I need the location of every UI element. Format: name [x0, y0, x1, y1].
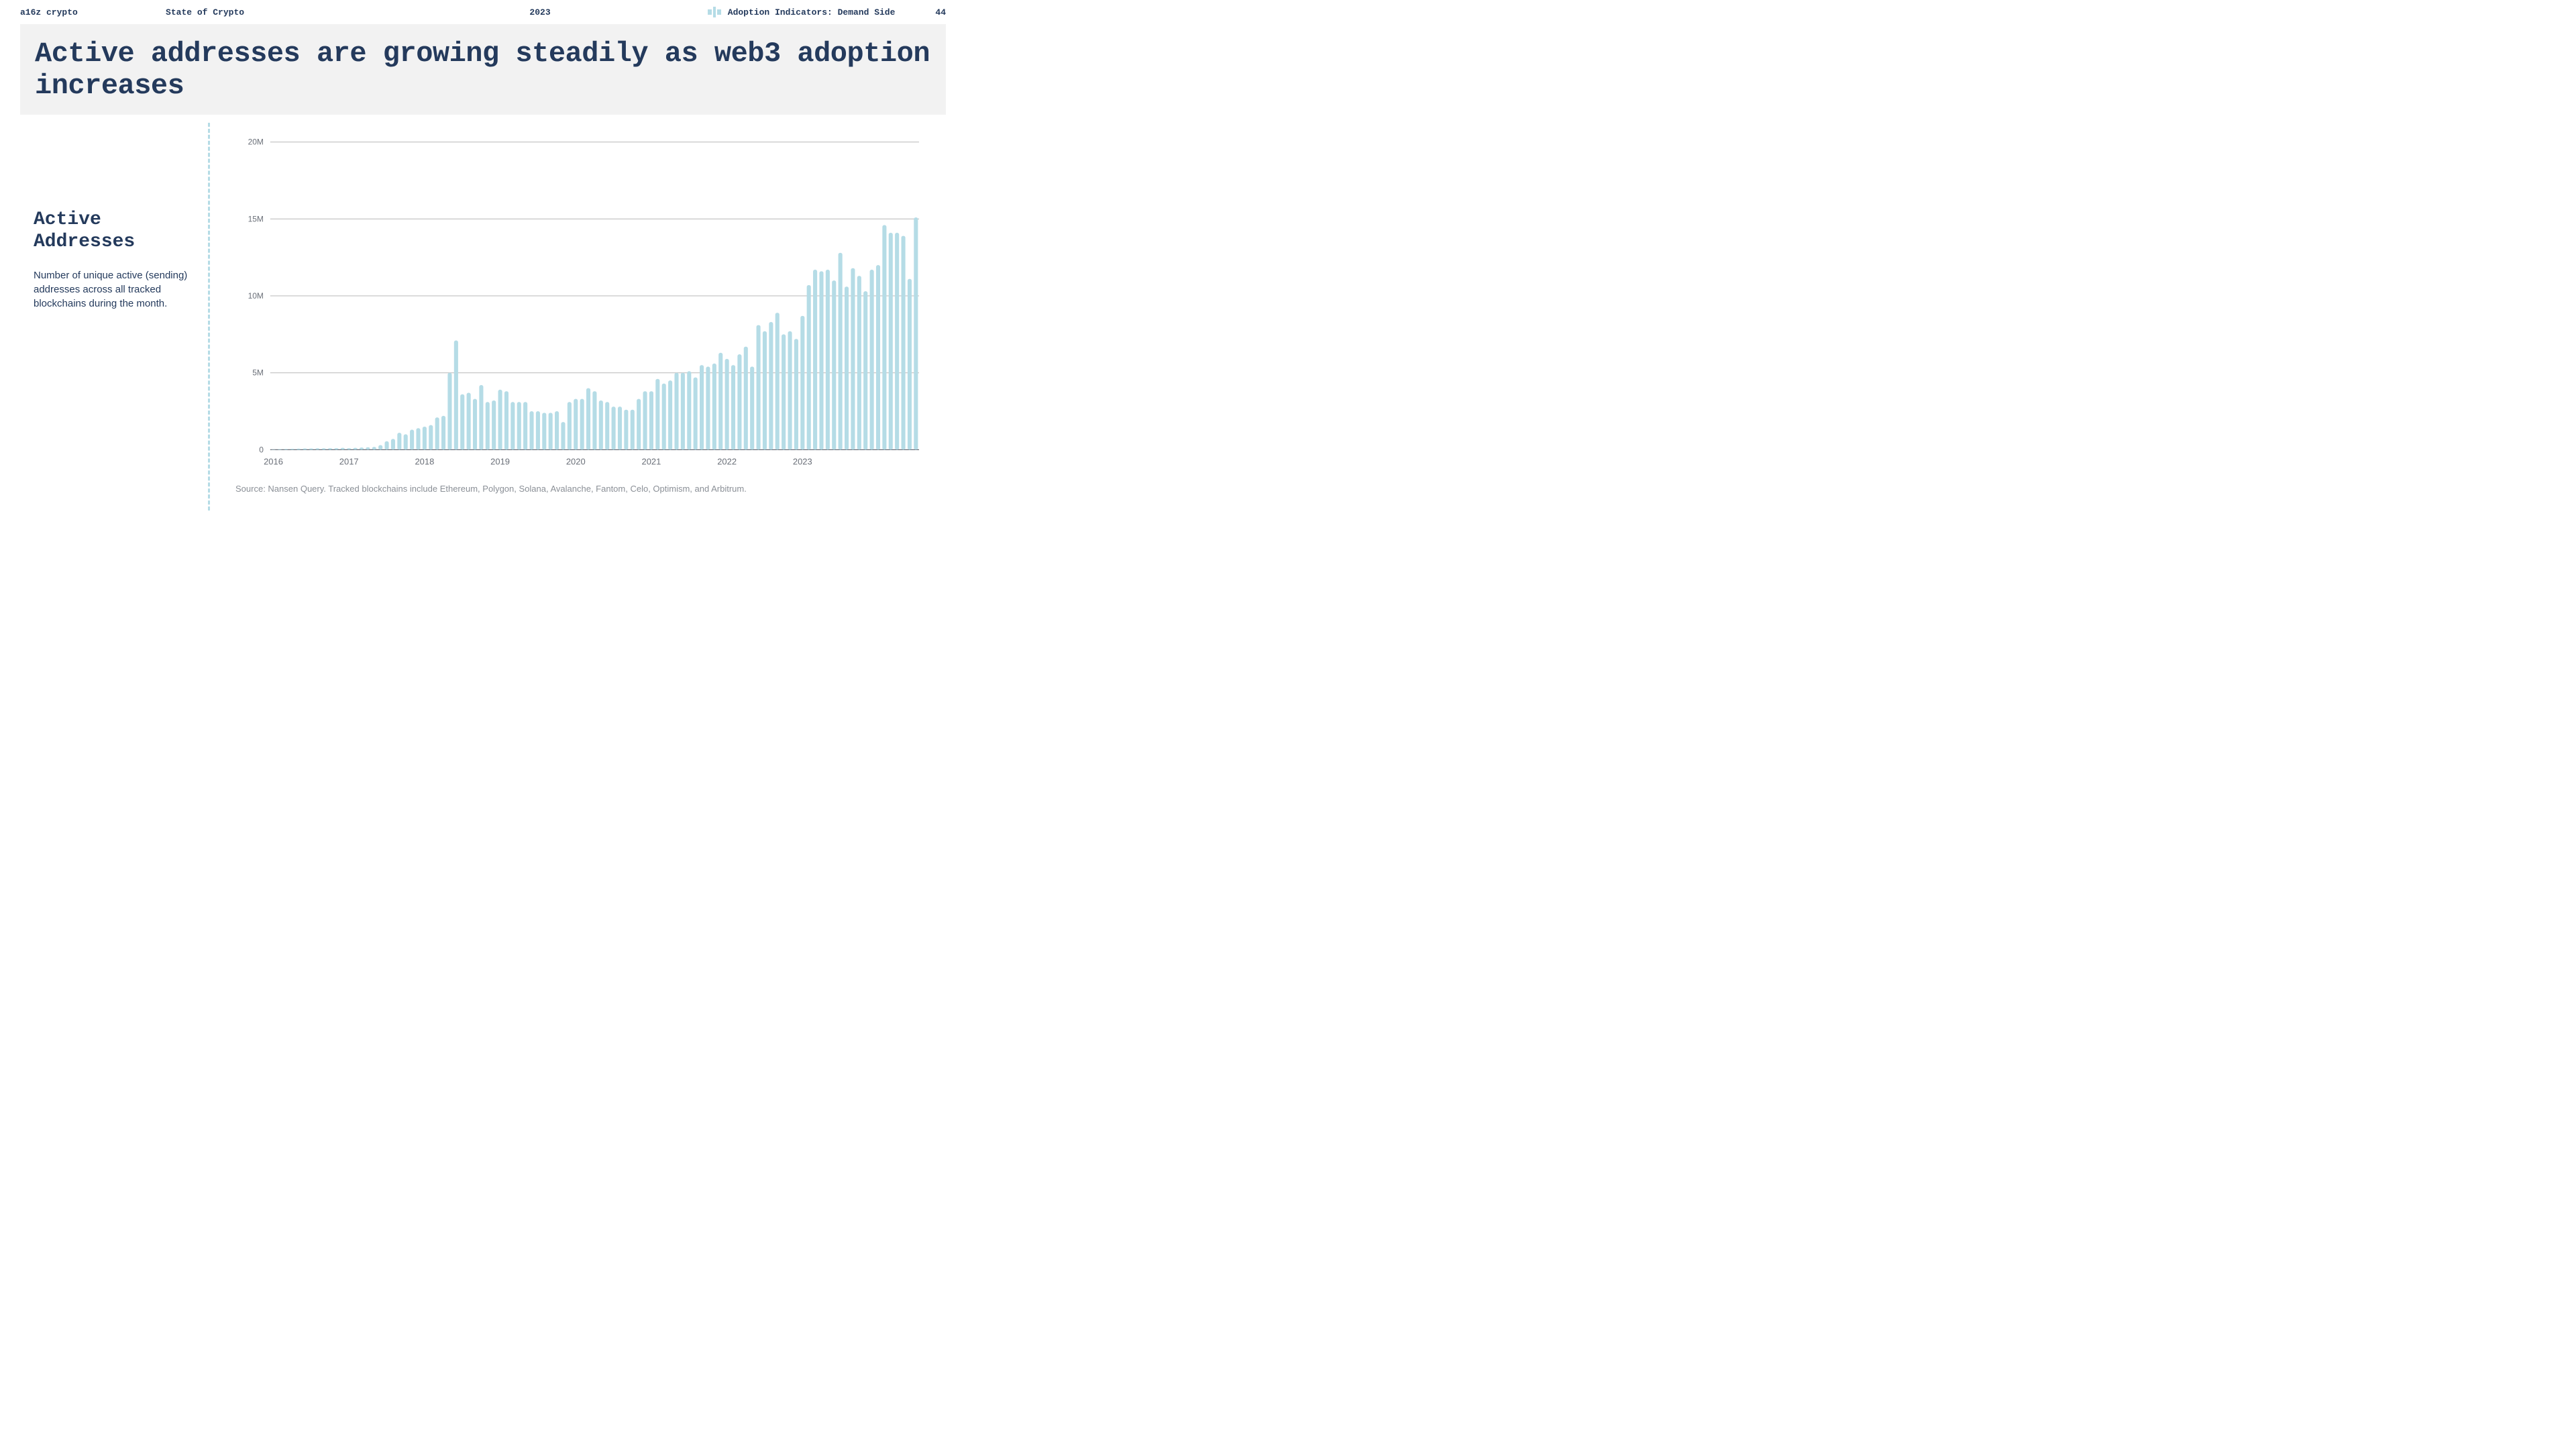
svg-text:2021: 2021: [642, 456, 661, 466]
svg-text:10M: 10M: [248, 291, 264, 301]
page-title: Active addresses are growing steadily as…: [35, 38, 931, 103]
svg-text:5M: 5M: [252, 368, 264, 377]
svg-text:2018: 2018: [415, 456, 434, 466]
bar-chart: 0 5M 10M 15M 20M 2016 2017 2018 2019 2020 2021 2022…: [230, 128, 926, 477]
svg-text:2020: 2020: [566, 456, 586, 466]
year: 2023: [372, 7, 707, 17]
svg-text:2019: 2019: [490, 456, 510, 466]
title-bar: Active addresses are growing steadily as…: [20, 24, 946, 115]
section-label: Adoption Indicators: Demand Side: [708, 7, 896, 17]
doc-title: State of Crypto: [38, 7, 372, 17]
svg-text:2022: 2022: [717, 456, 737, 466]
svg-text:15M: 15M: [248, 214, 264, 223]
svg-text:20M: 20M: [248, 137, 264, 146]
source-text: Source: Nansen Query. Tracked blockchain…: [230, 484, 926, 494]
chart-area: 0 5M 10M 15M 20M 2016 2017 2018 2019 2020 2021 2022…: [210, 115, 946, 510]
content: Active Addresses Number of unique active…: [20, 115, 946, 510]
section-icon: [708, 7, 721, 17]
svg-text:2023: 2023: [793, 456, 812, 466]
section-text: Adoption Indicators: Demand Side: [728, 7, 896, 17]
sidebar-heading: Active Addresses: [34, 209, 188, 254]
svg-text:0: 0: [259, 445, 264, 454]
svg-text:2017: 2017: [339, 456, 359, 466]
sidebar: Active Addresses Number of unique active…: [20, 115, 208, 510]
svg-text:2016: 2016: [264, 456, 283, 466]
sidebar-description: Number of unique active (sending) addres…: [34, 268, 188, 311]
page-number: 44: [935, 7, 946, 17]
slide-header: a16z crypto State of Crypto 2023 Adoptio…: [0, 0, 966, 24]
